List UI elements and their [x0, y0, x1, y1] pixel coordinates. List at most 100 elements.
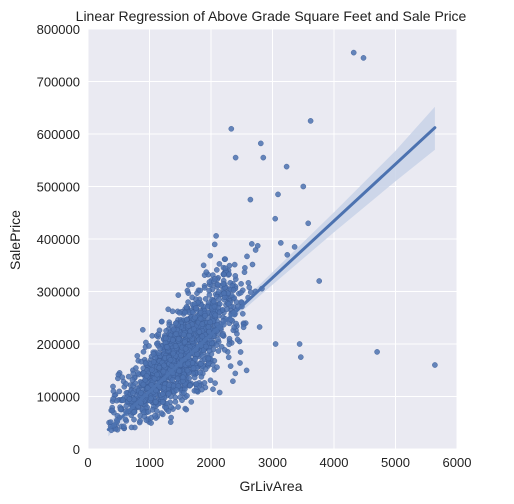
data-point	[147, 395, 154, 402]
data-point	[185, 360, 191, 367]
data-point	[432, 362, 438, 368]
data-point	[191, 374, 198, 381]
data-point	[214, 364, 220, 371]
data-point	[140, 381, 147, 388]
data-point	[220, 271, 227, 278]
data-point	[175, 335, 182, 342]
data-point	[148, 381, 155, 388]
data-point	[150, 359, 157, 365]
data-point	[172, 399, 179, 405]
regression-fit-line	[106, 126, 437, 432]
data-point	[316, 278, 323, 284]
data-point	[232, 370, 239, 377]
data-point	[180, 331, 187, 338]
data-point	[222, 256, 228, 262]
data-point	[254, 242, 261, 249]
data-point	[183, 316, 190, 323]
data-point	[202, 296, 209, 302]
data-point	[305, 220, 312, 227]
data-point	[284, 251, 291, 258]
data-point	[225, 354, 232, 361]
data-point	[230, 287, 237, 294]
data-point	[130, 390, 136, 397]
data-point	[160, 368, 167, 375]
data-point	[233, 320, 239, 327]
data-point	[220, 281, 227, 287]
data-point	[121, 423, 127, 430]
data-point	[198, 360, 204, 367]
data-point	[206, 287, 212, 294]
x-tick-label: 3000	[258, 455, 287, 470]
data-point	[176, 368, 182, 374]
data-point	[226, 335, 233, 342]
data-point	[173, 387, 180, 394]
data-point	[145, 409, 152, 415]
data-point	[214, 281, 221, 288]
data-point	[228, 126, 235, 132]
data-point	[196, 328, 203, 335]
data-point	[211, 275, 218, 282]
x-tick-label: 4000	[320, 455, 349, 470]
data-point	[153, 387, 159, 394]
data-point	[238, 289, 244, 296]
data-point	[192, 356, 198, 362]
data-point	[307, 118, 314, 124]
data-point	[221, 347, 228, 353]
data-point	[186, 375, 192, 381]
data-point	[296, 341, 303, 347]
y-tick-labels: 0 100000 200000 300000 400000 500000 600000 700…	[37, 22, 80, 457]
data-point	[237, 349, 244, 355]
data-point	[175, 404, 181, 410]
data-point	[193, 381, 200, 387]
data-point	[144, 384, 151, 391]
data-point	[164, 344, 170, 350]
data-point	[230, 378, 236, 385]
data-point	[153, 340, 160, 347]
data-point	[137, 417, 143, 424]
data-point	[197, 315, 204, 322]
data-point	[211, 303, 218, 310]
data-point	[166, 382, 172, 388]
data-point	[156, 364, 162, 371]
data-point	[184, 367, 191, 374]
y-tick-label: 800000	[37, 22, 80, 37]
data-point	[210, 298, 217, 305]
data-point	[148, 420, 154, 426]
data-point	[170, 350, 177, 357]
data-point	[161, 362, 167, 369]
data-point	[219, 332, 226, 339]
x-tick-label: 2000	[197, 455, 226, 470]
data-point	[110, 388, 117, 395]
data-point	[154, 408, 160, 414]
data-point	[169, 377, 176, 383]
data-point	[211, 241, 218, 248]
data-point	[133, 365, 139, 371]
data-point	[176, 309, 183, 316]
data-point	[277, 240, 284, 246]
data-point	[199, 333, 206, 340]
data-point	[143, 417, 150, 424]
data-point	[156, 327, 163, 334]
data-point	[203, 343, 209, 350]
data-point	[167, 357, 174, 363]
data-point	[224, 306, 230, 313]
data-point	[216, 261, 223, 267]
data-point	[157, 345, 163, 352]
data-point	[197, 287, 203, 294]
data-point	[126, 396, 133, 402]
data-point	[350, 49, 357, 56]
data-point	[120, 397, 126, 403]
data-point	[165, 408, 172, 415]
data-point	[300, 183, 307, 190]
data-point	[242, 264, 248, 271]
data-point	[215, 336, 221, 343]
data-point	[182, 345, 189, 352]
data-point	[148, 367, 155, 373]
data-point	[183, 406, 190, 413]
data-point	[134, 353, 141, 359]
data-point	[143, 339, 149, 346]
data-point	[162, 335, 169, 342]
data-point	[154, 371, 160, 378]
data-point	[210, 386, 216, 393]
